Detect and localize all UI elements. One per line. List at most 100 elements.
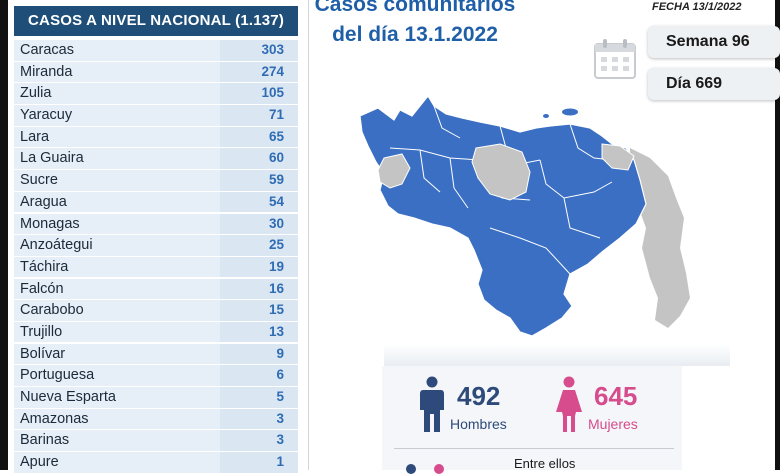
table-row: Bolívar 9 xyxy=(14,343,298,365)
case-count: 5 xyxy=(276,389,284,404)
value-cell: 19 xyxy=(220,256,298,278)
women-mini-icon xyxy=(434,464,444,474)
state-name: Portuguesa xyxy=(20,367,95,384)
table-row: Falcón 16 xyxy=(14,278,298,300)
case-count: 274 xyxy=(261,63,284,79)
state-name: Yaracuy xyxy=(20,107,73,124)
table-row: Miranda 274 xyxy=(14,61,298,83)
case-count: 59 xyxy=(268,172,284,188)
venezuela-map xyxy=(359,94,690,337)
woman-icon xyxy=(556,376,582,432)
value-cell: 15 xyxy=(220,300,298,321)
state-name: Falcón xyxy=(20,280,64,297)
value-cell: 3 xyxy=(220,430,298,451)
map-region-guarico xyxy=(471,143,531,201)
map-region-main xyxy=(359,94,647,337)
state-name: Amazonas xyxy=(20,410,89,427)
men-label: Hombres xyxy=(450,416,507,432)
table-row: Carabobo 15 xyxy=(14,300,298,321)
table-row: Lara 65 xyxy=(14,126,298,148)
value-cell: 13 xyxy=(220,321,298,343)
table-row: Aragua 54 xyxy=(14,191,298,213)
women-label: Mujeres xyxy=(588,416,638,432)
state-name: Lara xyxy=(20,128,50,145)
case-count: 25 xyxy=(268,237,284,253)
case-count: 54 xyxy=(268,193,284,209)
table-row: Zulia 105 xyxy=(14,83,298,104)
calendar-icon xyxy=(594,39,636,79)
state-name: Bolívar xyxy=(20,345,66,362)
map-region-west xyxy=(377,153,411,189)
case-count: 1 xyxy=(276,454,284,470)
state-name: Trujillo xyxy=(20,323,63,340)
map-region-essequibo xyxy=(630,148,690,328)
state-name: Carabobo xyxy=(20,302,84,319)
value-cell: 60 xyxy=(220,148,298,169)
state-name: Monagas xyxy=(20,215,80,232)
entre-ellos-label: Entre ellos xyxy=(514,456,576,471)
vertical-divider xyxy=(308,0,309,470)
men-mini-icon xyxy=(406,464,416,474)
stats-divider xyxy=(394,448,674,449)
state-name: Anzoátegui xyxy=(20,237,93,254)
window-frame-left xyxy=(0,0,8,470)
state-name: Caracas xyxy=(20,42,74,58)
table-row: Caracas 303 xyxy=(14,40,298,61)
table-row: Monagas 30 xyxy=(14,213,298,234)
table-row: Amazonas 3 xyxy=(14,408,298,430)
case-count: 3 xyxy=(276,410,284,426)
week-badge: Semana 96 xyxy=(648,26,780,58)
value-cell: 274 xyxy=(220,61,298,83)
day-badge: Día 669 xyxy=(648,68,780,100)
man-icon xyxy=(420,376,444,432)
value-cell: 1 xyxy=(220,452,298,473)
table-row: Nueva Esparta 5 xyxy=(14,387,298,408)
table-row: Táchira 19 xyxy=(14,256,298,278)
window-frame-right xyxy=(775,0,780,470)
title-line-1: Casos comunitarios xyxy=(314,0,516,16)
table-header: CASOS A NIVEL NACIONAL (1.137) xyxy=(14,6,298,36)
table-row: Trujillo 13 xyxy=(14,321,298,343)
map-island-margarita xyxy=(562,108,578,116)
case-count: 30 xyxy=(268,215,284,231)
case-count: 60 xyxy=(268,150,284,166)
case-count: 13 xyxy=(268,323,284,339)
case-count: 3 xyxy=(276,432,284,448)
state-name: Aragua xyxy=(20,193,67,210)
case-count: 6 xyxy=(276,367,284,383)
cases-table: Caracas 303 Miranda 274 Zulia 105 Yaracuy 71 Lar… xyxy=(14,40,298,474)
case-count: 65 xyxy=(268,128,284,144)
state-name: Zulia xyxy=(20,85,52,102)
case-count: 71 xyxy=(268,107,284,123)
value-cell: 71 xyxy=(220,105,298,126)
table-row: La Guaira 60 xyxy=(14,148,298,169)
table-row: Sucre 59 xyxy=(14,170,298,191)
value-cell: 303 xyxy=(220,40,298,61)
week-text: Semana 96 xyxy=(666,33,750,50)
case-count: 105 xyxy=(261,85,284,101)
state-name: Miranda xyxy=(20,63,73,80)
value-cell: 54 xyxy=(220,191,298,213)
value-cell: 16 xyxy=(220,278,298,300)
value-cell: 65 xyxy=(220,126,298,148)
value-cell: 6 xyxy=(220,365,298,386)
case-count: 303 xyxy=(261,42,284,57)
table-row: Barinas 3 xyxy=(14,430,298,451)
state-name: Nueva Esparta xyxy=(20,389,116,405)
men-count: 492 xyxy=(457,381,501,411)
state-name: La Guaira xyxy=(20,150,84,167)
state-name: Sucre xyxy=(20,172,58,189)
case-count: 9 xyxy=(276,345,284,361)
case-count: 19 xyxy=(268,258,284,274)
women-count: 645 xyxy=(594,381,638,411)
title-line-2: del día 13.1.2022 xyxy=(332,23,498,46)
page-title: Casos comunitarios del día 13.1.2022 xyxy=(300,0,530,50)
value-cell: 25 xyxy=(220,235,298,256)
value-cell: 59 xyxy=(220,170,298,191)
table-row: Apure 1 xyxy=(14,452,298,473)
map-region-delta xyxy=(601,143,635,171)
state-name: Apure xyxy=(20,454,59,471)
gender-stats-panel: 492 Hombres 645 Mujeres Entre ellos xyxy=(382,366,682,474)
map-island-small xyxy=(543,114,549,118)
case-count: 15 xyxy=(268,302,284,318)
